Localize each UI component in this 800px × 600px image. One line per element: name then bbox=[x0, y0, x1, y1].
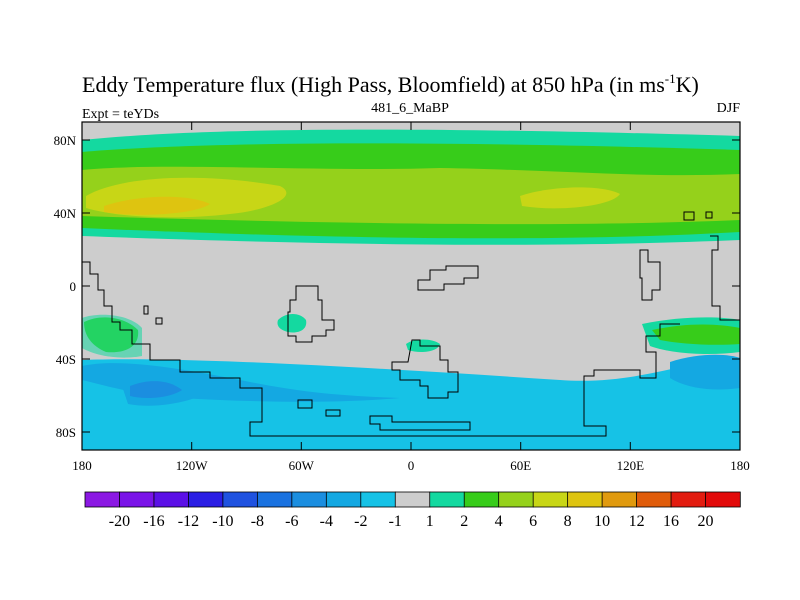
coast-eurasia bbox=[417, 265, 479, 291]
colorbar-swatch bbox=[567, 491, 603, 508]
colorbar-label: -8 bbox=[251, 513, 264, 530]
y-tick-label: 0 bbox=[70, 279, 77, 294]
colorbar-swatch bbox=[256, 491, 293, 508]
subtitle-right: DJF bbox=[717, 101, 741, 116]
colorbar-label: -2 bbox=[354, 513, 367, 530]
colorbar-swatch bbox=[463, 491, 500, 508]
sh-lower-cyan bbox=[82, 418, 740, 450]
colorbar-swatch bbox=[325, 491, 362, 508]
y-tick-label: 40N bbox=[54, 206, 77, 221]
colorbar-label: 12 bbox=[629, 513, 645, 530]
colorbar-label: -20 bbox=[109, 513, 130, 530]
x-tick-label: 180 bbox=[730, 458, 750, 473]
west-tropic-teal bbox=[82, 314, 142, 358]
y-tick-label: 80N bbox=[54, 133, 77, 148]
coast-east-pacific bbox=[710, 235, 740, 321]
coast-africa bbox=[391, 339, 459, 399]
colorbar-swatch bbox=[188, 491, 224, 508]
nh-orange-core bbox=[104, 196, 210, 215]
coast-americas-west bbox=[82, 261, 680, 437]
colorbar-label: -16 bbox=[143, 513, 164, 530]
coast-australia bbox=[639, 249, 661, 301]
figure-title: Eddy Temperature flux (High Pass, Bloomf… bbox=[82, 71, 699, 97]
colorbar-label: -12 bbox=[178, 513, 199, 530]
colorbar-swatch bbox=[119, 491, 155, 508]
x-tick-label: 180 bbox=[72, 458, 92, 473]
colorbar-label: 2 bbox=[460, 513, 468, 530]
subtitle-center: 481_6_MaBP bbox=[371, 101, 449, 116]
colorbar-swatch bbox=[670, 491, 707, 508]
colorbar-swatch bbox=[360, 491, 396, 508]
coast-south-america bbox=[287, 285, 335, 343]
x-axis bbox=[81, 122, 741, 450]
subtitle-left: Expt = teYDs bbox=[82, 107, 159, 122]
x-tick-label: 120W bbox=[176, 458, 209, 473]
y-tick-label: 40S bbox=[56, 352, 76, 367]
coastlines bbox=[82, 211, 740, 437]
x-tick-label: 0 bbox=[408, 458, 415, 473]
x-tick-label: 60W bbox=[289, 458, 315, 473]
colorbar-label: 6 bbox=[529, 513, 537, 530]
east-tropic-green bbox=[652, 324, 740, 345]
colorbar-label: 8 bbox=[564, 513, 572, 530]
y-tick-label: 80S bbox=[56, 425, 76, 440]
colorbar-label: 10 bbox=[594, 513, 610, 530]
x-tick-label: 60E bbox=[510, 458, 531, 473]
colorbar-swatch bbox=[429, 491, 465, 508]
map-plot bbox=[82, 122, 740, 450]
colorbar-label: 16 bbox=[663, 513, 679, 530]
sh-blue-east bbox=[670, 354, 740, 390]
colorbar-swatch bbox=[153, 491, 190, 508]
coast-island-small bbox=[683, 211, 713, 221]
y-axis bbox=[82, 139, 740, 433]
colorbar-swatch bbox=[291, 491, 328, 508]
colorbar bbox=[84, 491, 741, 508]
colorbar-swatch bbox=[705, 491, 741, 508]
colorbar-swatch bbox=[222, 491, 259, 508]
coast-antarctic-fragment bbox=[369, 415, 471, 431]
colorbar-label: 4 bbox=[495, 513, 503, 530]
colorbar-label: -1 bbox=[389, 513, 402, 530]
colorbar-swatch bbox=[601, 491, 638, 508]
colorbar-labels: -20 -16 -12 -10 -8 -6 -4 -2 -1 1 2 4 6 8 10 12 16 20 bbox=[109, 513, 714, 530]
colorbar-label: -10 bbox=[212, 513, 233, 530]
colorbar-label: 1 bbox=[426, 513, 434, 530]
colorbar-label: -6 bbox=[285, 513, 298, 530]
colorbar-swatch bbox=[532, 491, 569, 508]
colorbar-swatch bbox=[84, 491, 121, 508]
sh-cyan-band bbox=[82, 357, 740, 446]
sh-darkblue-patch bbox=[130, 381, 182, 398]
colorbar-label: -4 bbox=[320, 513, 333, 530]
colorbar-swatch bbox=[498, 491, 534, 508]
colorbar-swatch bbox=[394, 491, 431, 508]
coast-island-b bbox=[297, 399, 341, 417]
x-tick-label: 120E bbox=[617, 458, 645, 473]
colorbar-swatch bbox=[636, 491, 672, 508]
colorbar-label: 20 bbox=[698, 513, 714, 530]
central-tropic-patch bbox=[277, 314, 307, 333]
nh-yellow-east bbox=[520, 187, 620, 209]
coast-west-isles bbox=[143, 305, 163, 325]
